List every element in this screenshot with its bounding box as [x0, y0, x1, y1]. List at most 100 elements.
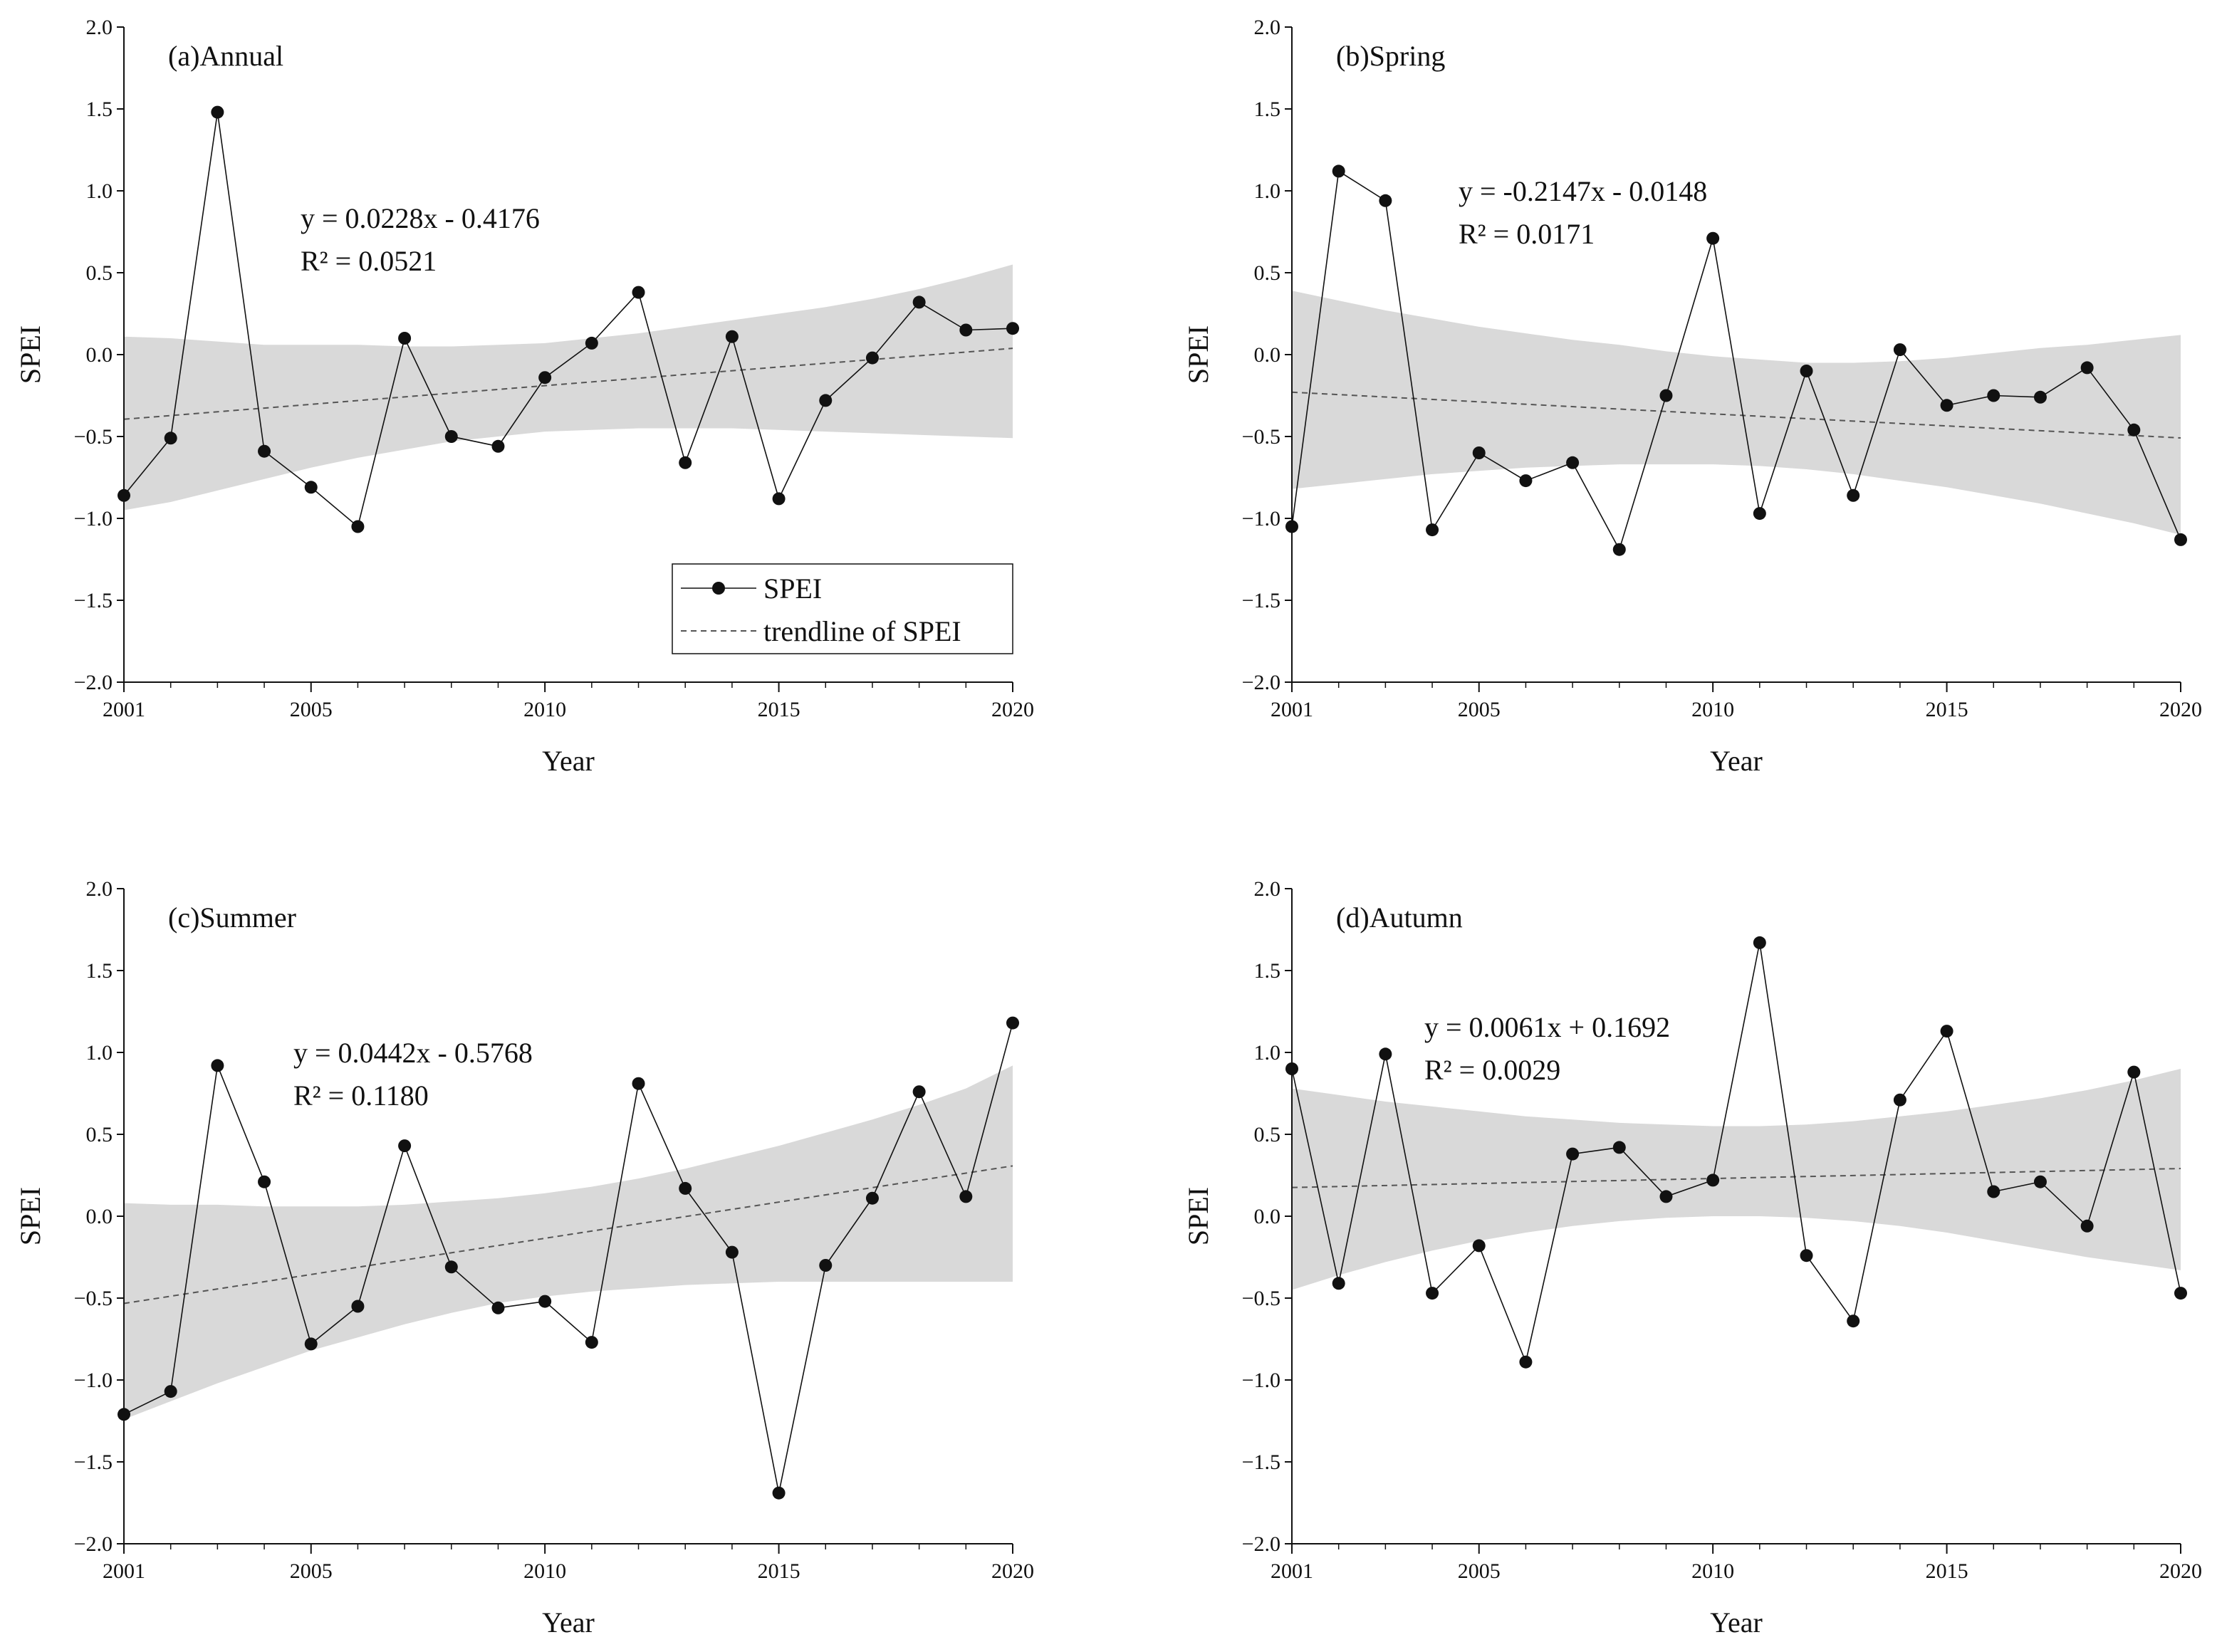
x-axis-title: Year: [1710, 745, 1763, 777]
series-line-spei: [1291, 170, 2181, 551]
data-point: [1987, 1185, 2000, 1198]
y-axis-title: SPEI: [1182, 325, 1214, 384]
data-point: [164, 432, 177, 445]
trend-equation: y = 0.0442x - 0.5768: [293, 1037, 533, 1069]
y-tick-label: 1.5: [86, 98, 113, 121]
data-point: [351, 520, 365, 533]
y-tick-label: 1.5: [86, 959, 113, 983]
data-point: [258, 444, 271, 458]
data-point: [1706, 1173, 1720, 1187]
x-tick-label: 2010: [1691, 1559, 1734, 1583]
y-tick-label: −1.5: [1242, 589, 1280, 612]
x-tick-label: 2005: [1458, 1559, 1501, 1583]
data-point: [1847, 1314, 1860, 1328]
data-point: [2033, 1175, 2047, 1188]
x-tick-label: 2020: [991, 698, 1034, 721]
x-tick-label: 2020: [991, 1559, 1034, 1583]
data-point: [1659, 389, 1673, 402]
y-axis-title: SPEI: [1182, 1187, 1214, 1245]
y-tick-label: 0.0: [86, 1205, 113, 1228]
data-point: [912, 296, 926, 309]
trend-line: [123, 1165, 1013, 1305]
trend-line: [1291, 391, 2181, 439]
legend: SPEI trendline of SPEI: [672, 563, 1013, 654]
y-tick-label: −1.0: [1242, 507, 1280, 530]
data-point: [1566, 456, 1580, 469]
y-tick-label: −2.0: [1242, 1532, 1280, 1556]
data-point: [1519, 1355, 1533, 1369]
data-point: [444, 1260, 458, 1274]
trend-line: [1291, 1168, 2181, 1188]
panel-label: (d)Autumn: [1336, 901, 1463, 934]
panel-label: (c)Summer: [168, 901, 296, 934]
data-point: [1612, 1141, 1626, 1154]
legend-trend-label: trendline of SPEI: [763, 615, 961, 647]
data-point: [538, 371, 552, 385]
x-tick-label: 2015: [758, 698, 800, 721]
data-point: [1847, 488, 1860, 502]
x-tick-label: 2010: [523, 1559, 566, 1583]
y-tick-label: 0.5: [1254, 1123, 1281, 1146]
y-tick-label: 2.0: [1254, 16, 1281, 39]
y-tick-label: −0.5: [1242, 1287, 1280, 1310]
data-point: [819, 1259, 833, 1272]
r-squared: R² = 0.0521: [301, 245, 437, 277]
data-point: [1612, 543, 1626, 556]
data-point: [258, 1175, 271, 1188]
y-tick-label: −1.5: [1242, 1450, 1280, 1474]
data-point: [1472, 1239, 1486, 1253]
data-point: [1472, 446, 1486, 459]
x-tick-label: 2001: [103, 698, 145, 721]
confidence-band: [124, 264, 1013, 511]
data-point: [679, 1181, 692, 1195]
x-tick-label: 2015: [1926, 1559, 1968, 1583]
panel-label: (b)Spring: [1336, 40, 1445, 72]
x-tick-label: 2001: [1271, 1559, 1313, 1583]
r-squared: R² = 0.0171: [1459, 218, 1595, 250]
confidence-band: [124, 1065, 1013, 1420]
chart-panel-4: −2.0 −1.5 −1.0 −0.5 0.0 0.5 1.0 1.5 2.0 2001 2005 2…: [1182, 877, 2202, 1638]
data-point: [1426, 523, 1439, 537]
data-point: [679, 456, 692, 469]
series-line-spei: [123, 1023, 1013, 1493]
y-tick-label: −0.5: [74, 425, 113, 449]
y-tick-label: −1.5: [74, 1450, 113, 1474]
x-tick-label: 2015: [1926, 698, 1968, 721]
data-point: [444, 430, 458, 443]
y-tick-label: 0.5: [1254, 261, 1281, 285]
data-point: [865, 351, 879, 365]
y-axis-title: SPEI: [14, 1187, 46, 1245]
trend-equation: y = 0.0061x + 0.1692: [1424, 1011, 1670, 1043]
data-point: [1332, 164, 1345, 178]
data-point: [211, 105, 224, 119]
data-point: [725, 330, 739, 343]
data-point: [304, 1337, 318, 1351]
x-tick-label: 2001: [103, 1559, 145, 1583]
data-point: [1566, 1147, 1580, 1161]
data-point: [1800, 365, 1813, 377]
y-tick-label: −2.0: [74, 1532, 113, 1556]
y-tick-label: 1.0: [86, 179, 113, 203]
data-point: [912, 1085, 926, 1099]
y-tick-label: 0.0: [86, 343, 113, 367]
data-point: [1753, 936, 1766, 949]
legend-box: [672, 563, 1013, 654]
data-point: [772, 1486, 786, 1500]
data-point: [398, 1139, 412, 1153]
x-tick-label: 2020: [2159, 1559, 2202, 1583]
series-line-spei: [123, 112, 1013, 528]
legend-spei-marker: [712, 582, 725, 595]
y-tick-label: 2.0: [1254, 877, 1281, 901]
y-tick-label: −2.0: [1242, 671, 1280, 694]
y-tick-label: 0.0: [1254, 1205, 1281, 1228]
y-tick-label: 0.5: [86, 1123, 113, 1146]
data-point: [959, 323, 973, 337]
chart-panel-1: −2.0 −1.5 −1.0 −0.5 0.0 0.5 1.0 1.5 2.0 2001 2005 2…: [14, 16, 1034, 777]
chart-panel-3: −2.0 −1.5 −1.0 −0.5 0.0 0.5 1.0 1.5 2.0 2001 2005 2…: [14, 877, 1034, 1638]
data-point: [725, 1245, 739, 1259]
x-tick-label: 2005: [1458, 698, 1501, 721]
data-point: [491, 439, 505, 453]
data-point: [1940, 1025, 1953, 1038]
data-point: [632, 286, 645, 299]
